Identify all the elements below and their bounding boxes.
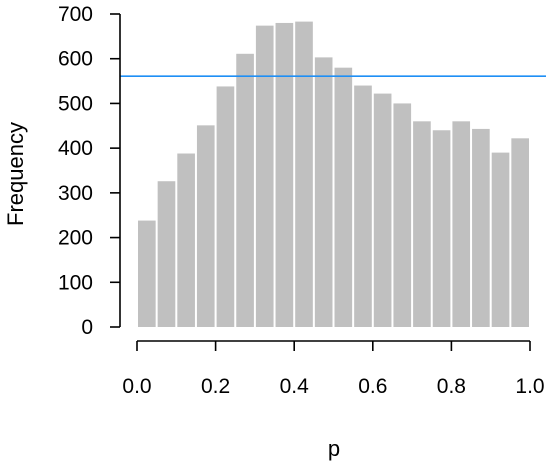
x-tick-label: 0.8 — [437, 375, 466, 398]
histogram-bar — [472, 128, 490, 327]
y-tick-label: 0 — [81, 316, 93, 339]
x-axis-title: p — [328, 436, 340, 461]
x-tick-label: 0.0 — [122, 375, 151, 398]
histogram-bar — [295, 21, 313, 327]
histogram-bar — [511, 138, 529, 327]
y-tick-label: 600 — [58, 48, 93, 71]
histogram-bar — [255, 25, 274, 327]
histogram-bar — [157, 181, 176, 327]
bars-group — [138, 21, 529, 328]
y-axis-title: Frequency — [3, 122, 28, 226]
y-tick-label: 300 — [58, 182, 93, 205]
histogram-bar — [354, 85, 372, 327]
y-axis: 0 100 200 300 400 500 600 700 — [58, 3, 121, 339]
x-tick-label: 1.0 — [515, 375, 544, 398]
histogram-bar — [177, 153, 195, 327]
histogram-bar — [334, 67, 353, 327]
x-axis: 0.0 0.2 0.4 0.6 0.8 1.0 — [122, 340, 545, 398]
x-tick-label: 0.6 — [358, 375, 387, 398]
histogram-bar — [275, 22, 294, 327]
histogram-bar — [138, 220, 156, 327]
histogram-bar — [491, 152, 510, 327]
histogram-bar — [236, 53, 254, 328]
y-tick-label: 500 — [58, 92, 93, 115]
histogram-bar — [452, 121, 471, 327]
histogram-bar — [432, 130, 451, 327]
y-tick-label: 400 — [58, 137, 93, 160]
y-tick-label: 700 — [58, 3, 93, 26]
histogram-bar — [373, 93, 392, 327]
histogram-bar — [196, 125, 215, 327]
x-tick-label: 0.4 — [280, 375, 310, 398]
histogram-bar — [413, 121, 431, 327]
histogram-bar — [393, 103, 412, 328]
histogram-bar — [314, 57, 333, 328]
x-tick-label: 0.2 — [201, 375, 230, 398]
y-tick-label: 200 — [58, 227, 93, 250]
histogram-bar — [216, 86, 235, 327]
y-tick-label: 100 — [58, 271, 93, 294]
